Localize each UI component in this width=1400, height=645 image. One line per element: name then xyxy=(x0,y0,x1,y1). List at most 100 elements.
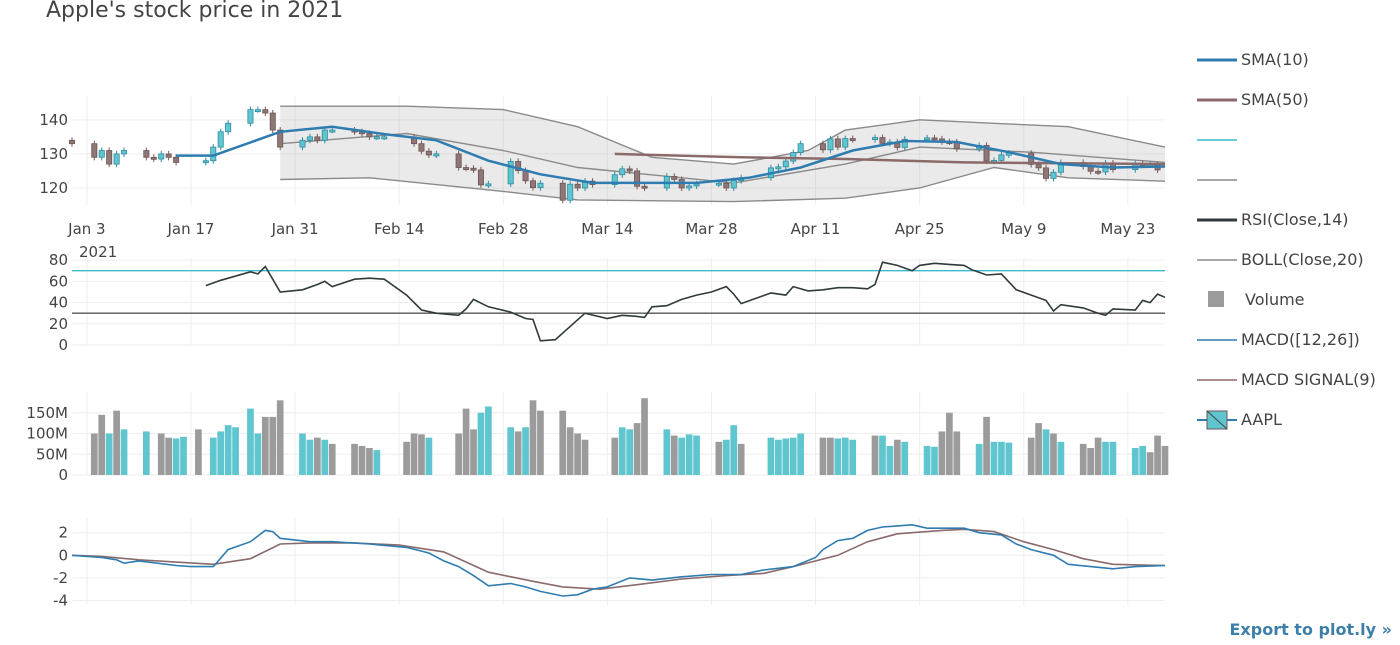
volume-bar xyxy=(1005,442,1013,475)
volume-bar xyxy=(172,438,180,475)
volume-bar xyxy=(715,441,723,475)
volume-bar xyxy=(1161,445,1169,475)
volume-bar xyxy=(827,437,834,475)
candle-body xyxy=(433,153,440,157)
volume-bar xyxy=(455,433,462,475)
volume-bar xyxy=(886,445,894,475)
volume-tick-label: 100M xyxy=(26,425,68,443)
candle xyxy=(329,126,336,134)
candle-body xyxy=(634,170,641,187)
candle xyxy=(485,180,492,188)
candle-body xyxy=(559,182,566,201)
legend-item[interactable]: MACD([12,26]) xyxy=(1195,328,1400,352)
date-tick-label: May 23 xyxy=(1100,220,1155,238)
candle-body xyxy=(849,138,856,141)
volume-bar xyxy=(299,433,306,475)
candle-body xyxy=(314,136,321,141)
legend-item[interactable]: BOLL(Close,20) xyxy=(1195,248,1400,272)
volume-bar xyxy=(618,427,626,475)
export-link[interactable]: Export to plot.ly » xyxy=(1229,620,1393,639)
candle-body xyxy=(463,167,470,170)
volume-bar xyxy=(611,437,619,475)
candle xyxy=(537,180,544,191)
candle-body xyxy=(529,180,536,189)
legend-item[interactable]: MACD SIGNAL(9) xyxy=(1195,368,1400,392)
candle xyxy=(158,150,165,163)
legend-item[interactable]: SMA(10) xyxy=(1195,48,1400,72)
candle xyxy=(433,150,440,158)
candle-body xyxy=(173,156,180,163)
candle-body xyxy=(715,182,722,186)
volume-bar xyxy=(879,435,886,475)
candle-body xyxy=(321,129,328,141)
date-tick-label: May 9 xyxy=(1001,220,1046,238)
macd-tick-label: 0 xyxy=(58,546,68,564)
macd-tick-label: 2 xyxy=(58,524,68,542)
volume-bar xyxy=(217,431,225,475)
chart-area[interactable]: 120 130 140 Jan 3 Jan 17 Jan 31 Feb 14 Feb 28 Ma… xyxy=(0,0,1180,645)
candle-body xyxy=(269,112,276,131)
candle xyxy=(559,180,566,204)
candle xyxy=(1095,168,1102,176)
candle xyxy=(254,106,261,113)
volume-bar xyxy=(574,433,581,475)
volume-bar xyxy=(328,443,336,475)
sma10-line xyxy=(176,125,1166,185)
candle-body xyxy=(1043,167,1050,179)
candle-body xyxy=(619,168,626,176)
candle xyxy=(567,181,574,204)
legend-swatch xyxy=(1197,98,1237,102)
volume-bar xyxy=(514,431,522,475)
volume-bar xyxy=(1035,423,1042,475)
legend-label: RSI(Close,14) xyxy=(1241,210,1349,229)
candle xyxy=(463,164,470,172)
legend-item[interactable]: RSI(Close,14) xyxy=(1195,208,1400,232)
candle-body xyxy=(983,144,990,162)
volume-bar xyxy=(462,408,470,475)
volume-bar xyxy=(269,416,277,475)
candle xyxy=(98,147,105,161)
volume-bar xyxy=(373,450,381,475)
volume-bar xyxy=(1087,448,1094,475)
volume-bar xyxy=(477,412,485,475)
candle-body xyxy=(150,156,157,160)
candle xyxy=(827,135,834,153)
legend-label: SMA(10) xyxy=(1241,50,1309,69)
candle xyxy=(150,154,157,163)
candle-body xyxy=(1095,170,1102,174)
candle-body xyxy=(827,138,834,151)
macd-tick-label: -4 xyxy=(53,591,68,609)
candle-body xyxy=(121,150,128,155)
legend-item[interactable] xyxy=(1195,128,1400,152)
price-tick-label: 130 xyxy=(39,145,68,163)
volume-bar xyxy=(143,431,150,475)
volume-bar xyxy=(737,443,745,475)
legend-swatch xyxy=(1208,291,1224,307)
bollinger-band-fill xyxy=(280,106,1165,202)
candle xyxy=(782,157,789,170)
candle-body xyxy=(1035,164,1042,169)
legend[interactable]: SMA(10) SMA(50) RSI(Close,14) BOLL(Close,20… xyxy=(1195,40,1400,430)
candle xyxy=(321,126,328,144)
legend-item[interactable]: AAPL xyxy=(1195,408,1400,432)
volume-tick-label: 150M xyxy=(26,404,68,422)
candle xyxy=(671,173,678,183)
volume-bar xyxy=(98,414,106,475)
candle-body xyxy=(143,150,150,158)
volume-bar xyxy=(983,416,990,475)
candle xyxy=(515,158,522,174)
candle-body xyxy=(567,183,574,201)
legend-item[interactable]: Volume xyxy=(1195,288,1400,312)
candle xyxy=(872,134,879,143)
volume-bar xyxy=(1094,437,1102,475)
candle-body xyxy=(834,138,841,148)
candle-body xyxy=(901,138,908,148)
date-tick-label: Jan 3 xyxy=(67,220,105,238)
legend-item[interactable]: SMA(50) xyxy=(1195,88,1400,112)
candle-body xyxy=(470,167,477,171)
legend-item[interactable] xyxy=(1195,168,1400,192)
volume-tick-label: 50M xyxy=(36,445,68,463)
date-tick-label: Feb 28 xyxy=(478,220,528,238)
candle-body xyxy=(998,154,1005,161)
candle xyxy=(455,150,462,171)
